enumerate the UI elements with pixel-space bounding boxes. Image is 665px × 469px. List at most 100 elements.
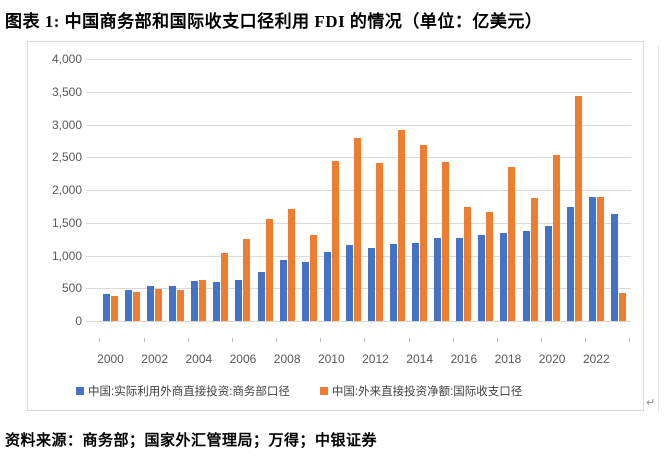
bar-mofcom-2020 [544, 226, 552, 321]
y-axis-tick-label: 2,000 [51, 183, 82, 197]
x-axis-tick-label: 2014 [406, 352, 433, 366]
x-axis-tick [496, 338, 498, 342]
x-axis-tick-label: 2010 [317, 352, 345, 366]
x-axis-tick-label: 2022 [582, 352, 610, 366]
x-axis-tick-label: 2000 [97, 352, 124, 366]
bar-bop-2004 [199, 280, 207, 321]
legend-item-bop: 中国:外来直接投资净额:国际收支口径 [319, 383, 523, 399]
bar-mofcom-2016 [456, 238, 464, 321]
gridline-0 [86, 321, 631, 322]
bar-mofcom-2017 [478, 235, 486, 321]
x-axis-tick [452, 338, 454, 342]
bar-mofcom-2012 [367, 248, 375, 321]
x-axis-tick-label: 2006 [229, 352, 257, 366]
x-axis-tick-label: 2020 [538, 352, 566, 366]
gridline-3500 [86, 91, 631, 93]
bar-mofcom-2014 [412, 243, 420, 321]
x-axis-tick [276, 338, 278, 342]
page-right-rule [658, 46, 659, 412]
bar-bop-2017 [486, 212, 494, 321]
bar-bop-2002 [155, 289, 163, 321]
chart-legend: 中国:实际利用外商直接投资:商务部口径 中国:外来直接投资净额:国际收支口径 [76, 383, 522, 399]
bar-bop-2016 [464, 207, 472, 321]
bar-bop-2005 [221, 253, 229, 321]
bar-bop-2022 [596, 197, 604, 321]
y-axis-tick-label: 1,500 [51, 215, 82, 230]
x-axis-tick-label: 2012 [362, 352, 389, 366]
bar-mofcom-2021 [566, 207, 574, 321]
x-axis-tick [231, 338, 233, 342]
x-axis-tick [187, 338, 189, 342]
legend-label-mofcom: 中国:实际利用外商直接投资:商务部口径 [88, 386, 290, 398]
gridline-3000 [86, 124, 631, 126]
bar-bop-2011 [353, 138, 361, 321]
bar-bop-2003 [177, 290, 185, 321]
bar-bop-2012 [375, 163, 383, 321]
source-note: 资料来源：商务部；国家外汇管理局；万得；中银证券 [5, 433, 378, 449]
legend-swatch-orange-icon [319, 387, 328, 395]
chart-container: 0 500 1,000 1,500 2,000 2,500 3,000 3,500 4,000 2… [27, 41, 644, 411]
bar-mofcom-2008 [279, 260, 287, 321]
bar-mofcom-2015 [434, 238, 442, 321]
bar-mofcom-2003 [169, 286, 177, 321]
x-axis-tick [408, 338, 410, 342]
x-axis-tick-label: 2018 [494, 352, 522, 366]
x-axis-tick-label: 2016 [450, 352, 478, 366]
y-axis-tick-label: 4,000 [51, 52, 82, 66]
bar-bop-2009 [309, 235, 317, 321]
bar-mofcom-2002 [147, 286, 155, 321]
bar-bop-2023 [618, 293, 626, 321]
y-axis-tick-label: 3,000 [51, 117, 82, 132]
bar-bop-2014 [420, 145, 428, 321]
return-mark-icon: ↵ [646, 396, 656, 409]
legend-swatch-blue-icon [76, 387, 84, 395]
bar-mofcom-2007 [257, 272, 265, 321]
bar-bop-2007 [265, 219, 273, 321]
bar-mofcom-2023 [610, 214, 618, 321]
legend-label-bop: 中国:外来直接投资净额:国际收支口径 [331, 386, 523, 398]
x-axis-tick [143, 338, 145, 342]
x-axis-tick-label: 2002 [141, 352, 168, 366]
bar-bop-2001 [133, 292, 141, 321]
bar-mofcom-2004 [191, 281, 199, 321]
y-axis-tick-label: 0 [75, 314, 82, 328]
x-axis-tick-label: 2004 [185, 352, 213, 366]
y-axis-tick-label: 1,000 [51, 248, 82, 263]
bar-mofcom-2011 [345, 245, 353, 321]
bar-mofcom-2009 [301, 262, 309, 321]
bar-bop-2008 [287, 209, 295, 321]
bar-mofcom-2000 [103, 294, 110, 321]
bar-mofcom-2013 [390, 244, 398, 321]
x-axis-tick [99, 338, 101, 342]
plot-area: 0 500 1,000 1,500 2,000 2,500 3,000 3,500 4,000 2… [52, 52, 631, 366]
y-axis-tick-label: 3,500 [51, 84, 82, 99]
x-axis-tick [585, 338, 587, 342]
bar-bop-2010 [331, 161, 339, 321]
x-axis-tick [541, 338, 543, 342]
bar-bop-2000 [111, 296, 118, 321]
bar-bop-2006 [243, 239, 251, 321]
bar-bop-2013 [398, 130, 406, 321]
bar-mofcom-2010 [323, 252, 331, 321]
x-axis-tick-label: 2008 [273, 352, 301, 366]
bar-mofcom-2018 [500, 233, 508, 321]
bar-bop-2018 [508, 167, 516, 321]
x-axis-tick [629, 338, 631, 342]
bar-bop-2021 [574, 96, 582, 321]
gridline-4000 [86, 59, 631, 60]
y-axis-tick-label: 500 [61, 281, 82, 296]
bar-mofcom-2019 [522, 231, 530, 321]
x-axis-tick [320, 338, 322, 342]
bar-mofcom-2001 [125, 290, 133, 321]
y-axis-tick-label: 2,500 [51, 150, 82, 165]
bar-bop-2019 [530, 198, 538, 321]
bar-mofcom-2006 [235, 280, 243, 321]
x-axis-tick [364, 338, 366, 342]
legend-item-mofcom: 中国:实际利用外商直接投资:商务部口径 [76, 383, 290, 399]
bar-mofcom-2022 [588, 197, 596, 321]
bar-bop-2015 [442, 162, 450, 321]
chart-title: 图表 1: 中国商务部和国际收支口径利用 FDI 的情况（单位：亿美元） [5, 12, 543, 31]
bar-mofcom-2005 [213, 282, 221, 321]
bar-bop-2020 [552, 155, 560, 321]
